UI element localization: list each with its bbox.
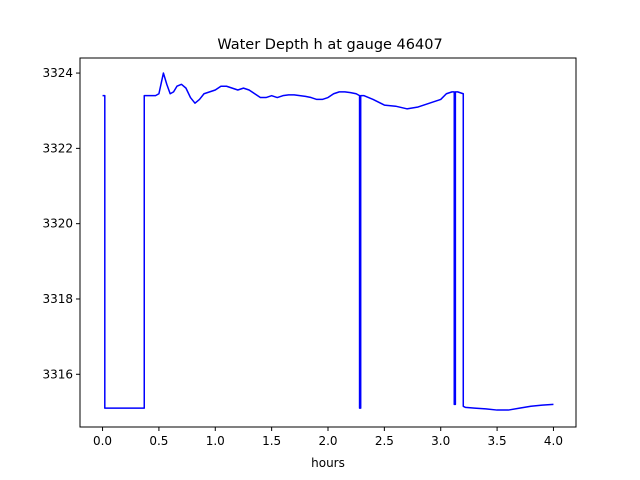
x-tick-label: 2.0 [318,434,337,448]
y-tick-label: 3322 [42,141,73,155]
y-tick-label: 3316 [42,367,73,381]
y-axis: 3316 3318 3320 3322 3324 [42,66,80,381]
chart-title: Water Depth h at gauge 46407 [217,37,442,53]
x-tick-label: 0.0 [93,434,112,448]
x-tick-label: 1.0 [206,434,225,448]
x-axis: 0.0 0.5 1.0 1.5 2.0 2.5 3.0 3.5 4.0 [93,427,563,448]
x-axis-label: hours [311,456,345,470]
x-tick-label: 1.5 [262,434,281,448]
y-tick-label: 3318 [42,292,73,306]
x-tick-label: 3.5 [488,434,507,448]
plot-lines [102,72,554,411]
y-tick-label: 3320 [42,217,73,231]
x-tick-label: 0.5 [149,434,168,448]
x-tick-label: 3.0 [431,434,450,448]
y-tick-label: 3324 [42,66,73,80]
plot-frame [79,57,577,428]
x-tick-label: 4.0 [544,434,563,448]
x-tick-label: 2.5 [375,434,394,448]
series-line-0 [102,72,554,411]
